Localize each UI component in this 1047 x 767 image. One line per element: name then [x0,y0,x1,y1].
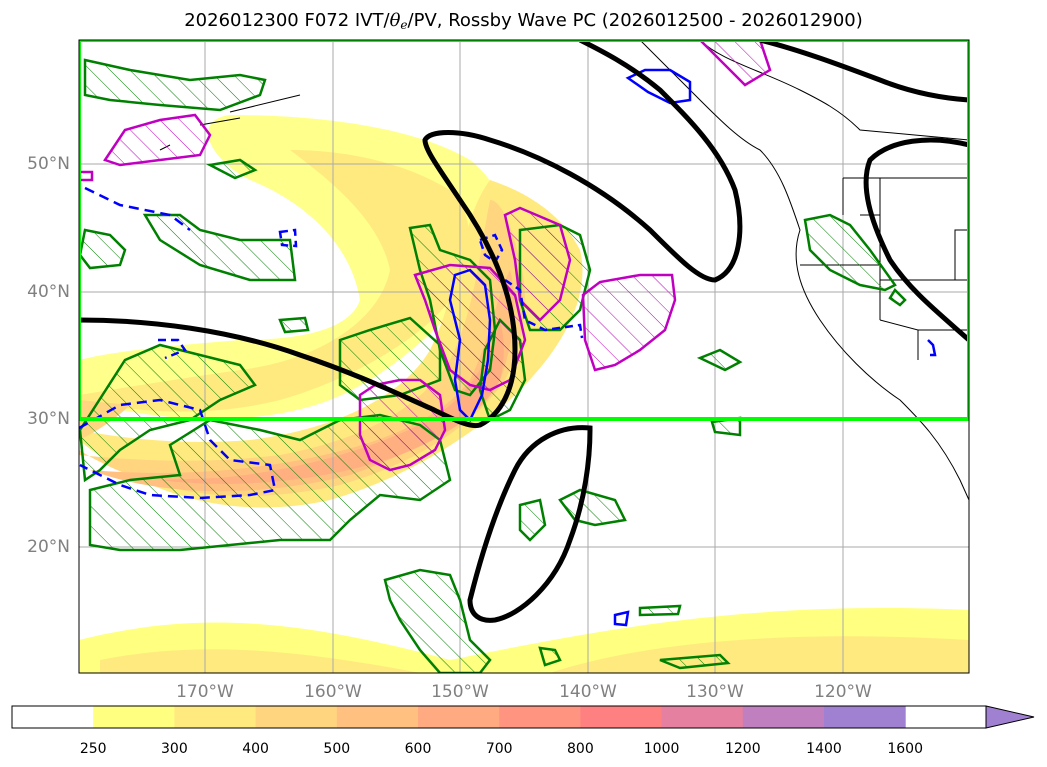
colorbar-segment [336,706,419,728]
plot-frame [78,39,970,674]
blue-contours [79,68,937,627]
ivt-colorbar [11,705,1035,729]
lat-label: 50°N [27,154,70,174]
colorbar-tick-label: 400 [242,741,269,757]
colorbar-tick-label: 600 [404,741,432,757]
lat-label: 20°N [27,537,70,557]
colorbar-tick-label: 1400 [806,741,842,757]
map-title: 2026012300 F072 IVT/θe/PV, Rossby Wave P… [184,10,863,32]
colorbar-tick-label: 1200 [724,741,761,757]
colorbar-segment [824,706,906,728]
colorbar-extend-arrow [985,705,1035,729]
lon-label: 150°W [431,682,489,702]
colorbar-tick-label: 300 [161,741,188,757]
lon-label: 120°W [814,682,872,702]
colorbar-segment [580,706,663,728]
colorbar-segment [255,706,338,728]
colorbar-segment [499,706,581,728]
lon-label: 170°W [176,682,234,702]
lon-label: 130°W [686,682,744,702]
colorbar-tick-label: 800 [567,741,594,757]
green-hatched-regions [79,58,907,673]
colorbar-tick-label: 250 [79,741,107,757]
colorbar-tick-label: 700 [485,741,513,757]
colorbar-segment [418,706,500,728]
region-box [79,40,969,421]
colorbar-segment [661,706,744,728]
lat-label: 40°N [27,282,70,302]
colorbar-tick-label: 1000 [643,741,680,757]
lat-label: 30°N [27,409,70,429]
lon-label: 160°W [304,682,362,702]
colorbar-segment [12,706,94,728]
colorbar-segment [174,706,257,728]
colorbar-segment [742,706,825,728]
colorbar-segment [93,706,175,728]
lon-label: 140°W [559,682,617,702]
black-contours [79,40,969,623]
map-plot [78,39,970,674]
colorbar-tick-label: 500 [323,741,351,757]
colorbar-tick-label: 1600 [887,741,923,757]
